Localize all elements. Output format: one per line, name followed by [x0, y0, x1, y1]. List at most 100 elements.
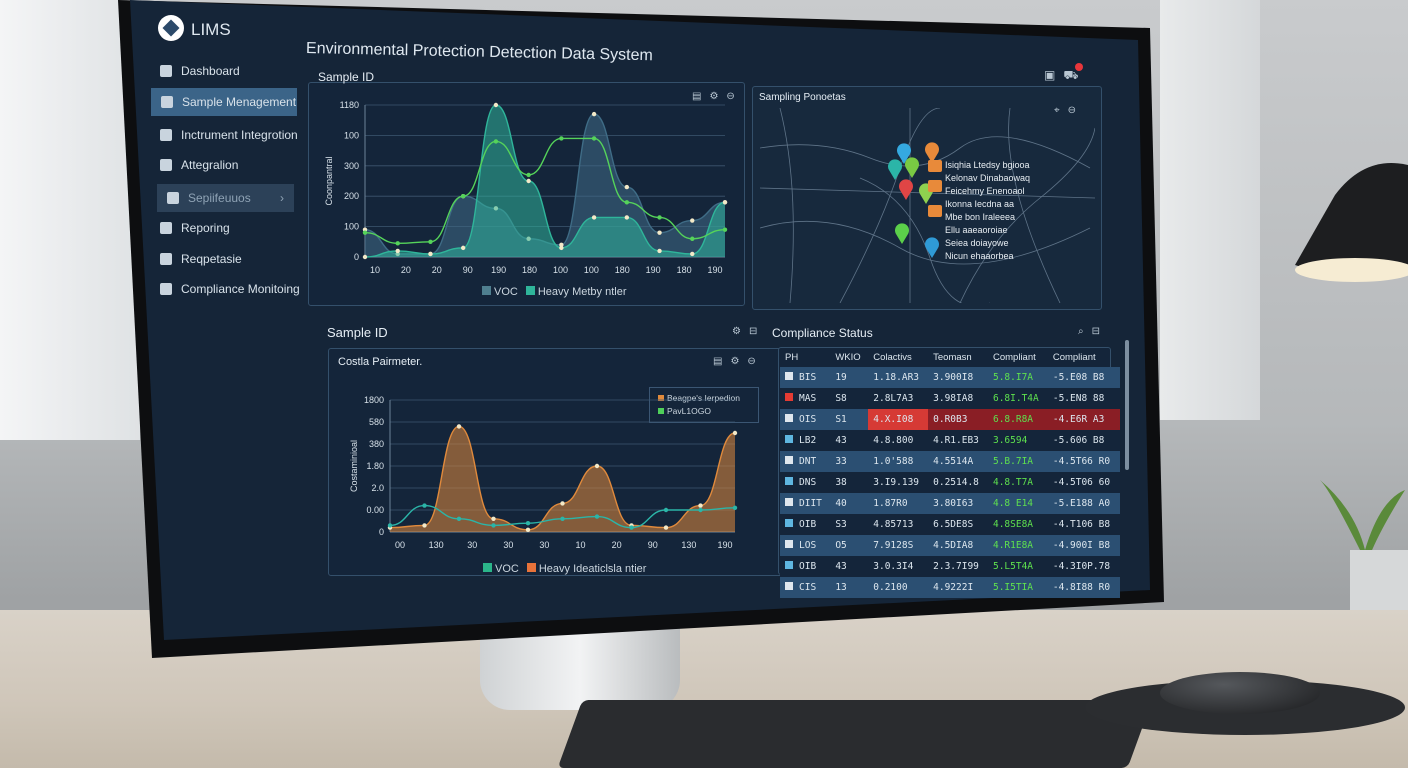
- location-icon[interactable]: ⌖: [1054, 105, 1060, 116]
- table-row[interactable]: DNT 33 1.0'588 4.5514A 5.B.7IA -4.5T66 R0: [780, 451, 1120, 472]
- settings-icon[interactable]: ⚙: [732, 326, 741, 337]
- table-row[interactable]: DIIT 40 1.87R0 3.80I63 4.8 E14 -5.E188 A0: [780, 493, 1120, 514]
- map-label: Isiqhia Ltedsy bgiooa: [945, 160, 1030, 170]
- image-icon[interactable]: ▤: [713, 356, 723, 367]
- search-icon[interactable]: ⌕: [1078, 326, 1084, 337]
- notification-badge: [1075, 63, 1084, 71]
- table-cell: 3.98IA8: [933, 393, 974, 404]
- table-row[interactable]: LB2 43 4.8.800 4.R1.EB3 3.6594 -5.606 B8: [780, 430, 1120, 451]
- data-point: [559, 242, 564, 248]
- image-icon[interactable]: ▤: [692, 91, 702, 102]
- minus-icon[interactable]: ⊖: [747, 356, 756, 367]
- y-tick-label: 1.80: [366, 461, 384, 471]
- table-cell: 3.80I63: [933, 498, 974, 509]
- inset-legend-item: PavL1OGO: [658, 405, 750, 418]
- map-marker-icon[interactable]: [925, 142, 939, 163]
- row-checkbox[interactable]: [785, 561, 793, 569]
- row-checkbox[interactable]: [785, 519, 793, 527]
- table-cell: O5: [835, 540, 847, 551]
- chevron-right-icon: ›: [280, 191, 284, 205]
- scrollbar[interactable]: [1125, 340, 1129, 470]
- row-checkbox[interactable]: [785, 540, 793, 548]
- row-checkbox[interactable]: [785, 582, 793, 590]
- table-cell: OIB: [780, 556, 830, 577]
- table-cell: 3.900I8: [933, 372, 974, 383]
- table-row[interactable]: CIS 13 0.2100 4.9222I 5.I5TIA -4.8I88 R0: [780, 577, 1120, 598]
- row-checkbox[interactable]: [785, 456, 793, 464]
- sidebar-item-label: Compliance Monitoing: [181, 282, 300, 296]
- settings-icon[interactable]: ⚙: [730, 356, 740, 367]
- table-row[interactable]: OIS S1 4.X.I08 0.R0B3 6.8.R8A -4.E6R A3: [780, 409, 1120, 430]
- lock-icon[interactable]: ⊟: [748, 326, 758, 337]
- data-point: [422, 503, 427, 508]
- x-tick-label: 90: [648, 540, 658, 550]
- map-marker-icon[interactable]: [905, 157, 919, 178]
- map-marker-icon[interactable]: [895, 223, 909, 244]
- sidebar-item-settings[interactable]: Sepiifeuuos ›: [157, 184, 294, 212]
- map-label: Mbe bon Iraleeea: [945, 212, 1016, 222]
- map-marker-icon[interactable]: [897, 143, 911, 164]
- table-row[interactable]: OIB S3 4.85713 6.5DE8S 4.8SE8A -4.T106 B8: [780, 514, 1120, 535]
- table-cell: -5.606 B8: [1052, 435, 1105, 446]
- sidebar-item-instrument-integration[interactable]: Inctrument Integrotion: [150, 121, 300, 149]
- y-axis-label: Coonpantral: [324, 156, 334, 205]
- y-tick-label: 580: [369, 417, 384, 427]
- row-checkbox[interactable]: [785, 414, 793, 422]
- data-point: [591, 215, 597, 220]
- chart-2: 0 0.00 2.0 1.80 380 580 1800 Costaminioal 00 130 3…: [349, 395, 738, 550]
- document-icon[interactable]: ▣: [1044, 68, 1056, 82]
- map-toolbar: ⌖ ⊖: [1054, 105, 1076, 116]
- table-row[interactable]: DNS 38 3.I9.139 0.2514.8 4.8.T7A -4.5T06 60: [780, 472, 1120, 493]
- sidebar-item-sample-management[interactable]: Sample Menagement: [151, 88, 297, 116]
- data-point: [591, 111, 597, 117]
- settings-icon: [167, 192, 179, 204]
- cart-icon[interactable]: ⛟: [1063, 63, 1084, 84]
- map-canvas[interactable]: [760, 108, 1095, 303]
- column-header[interactable]: WKIO: [835, 352, 861, 363]
- column-header[interactable]: Compliant: [1052, 352, 1096, 363]
- y-tick-label: 1800: [364, 395, 384, 405]
- row-checkbox[interactable]: [785, 498, 793, 506]
- row-checkbox[interactable]: [785, 477, 793, 485]
- column-header[interactable]: Compliant: [992, 352, 1036, 363]
- table-row[interactable]: BIS 19 1.18.AR3 3.900I8 5.8.I7A -5.E08 B8: [780, 367, 1120, 388]
- table-row[interactable]: LOS O5 7.9128S 4.5DIA8 4.R1E8A -4.900I B8: [780, 535, 1120, 556]
- sidebar-item-reporting[interactable]: Reporing: [150, 214, 300, 242]
- sidebar-item-dashboard[interactable]: Dashboard: [150, 57, 300, 85]
- data-point: [460, 245, 466, 251]
- lock-icon[interactable]: ⊟: [1091, 326, 1100, 337]
- sidebar-item-integration[interactable]: Attegralion: [150, 151, 300, 179]
- map-marker-icon[interactable]: [925, 237, 939, 258]
- mouse: [1160, 672, 1320, 714]
- data-point: [690, 251, 695, 257]
- data-point: [525, 527, 531, 532]
- column-header[interactable]: Colactivs: [873, 352, 912, 363]
- minus-icon[interactable]: ⊖: [726, 91, 735, 102]
- x-tick-label: 100: [584, 265, 599, 275]
- table-cell: 5.8.I7A: [992, 372, 1034, 383]
- table-cell: 40: [835, 498, 847, 509]
- table-cell: OIB: [780, 514, 830, 535]
- row-checkbox[interactable]: [785, 393, 793, 401]
- sidebar-item-requests[interactable]: Reqpetasie: [150, 245, 300, 273]
- table-row[interactable]: MAS S8 2.8L7A3 3.98IA8 6.8I.T4A -5.EN8 88: [780, 388, 1120, 409]
- map-marker-icon[interactable]: [888, 159, 902, 180]
- minus-icon[interactable]: ⊖: [1067, 105, 1077, 116]
- table-row[interactable]: OIB 43 3.0.3I4 2.3.7I99 5.L5T4A -4.3I0P.78: [780, 556, 1120, 577]
- map-marker-icon[interactable]: [899, 179, 913, 200]
- table-cell: 0.R0B3: [928, 409, 988, 430]
- row-checkbox[interactable]: [785, 435, 793, 443]
- table-cell: 3.0.3I4: [873, 561, 914, 572]
- table-cell: 1.0'588: [873, 456, 914, 467]
- sidebar-item-compliance-monitoring[interactable]: Compliance Monitoing: [150, 275, 300, 303]
- legend-item-heavy-metal: Heavy Ideaticlsla ntier: [526, 563, 646, 575]
- x-tick-label: 20: [401, 265, 411, 275]
- data-point: [395, 248, 400, 254]
- settings-icon[interactable]: ⚙: [709, 91, 719, 102]
- dashboard-icon: [160, 65, 172, 77]
- sidebar-item-label: Reporing: [181, 221, 230, 235]
- column-header[interactable]: PH: [785, 352, 799, 363]
- row-checkbox[interactable]: [785, 372, 793, 380]
- table-cell: 4.8.T7A: [992, 477, 1034, 488]
- column-header[interactable]: Teomasn: [933, 352, 972, 363]
